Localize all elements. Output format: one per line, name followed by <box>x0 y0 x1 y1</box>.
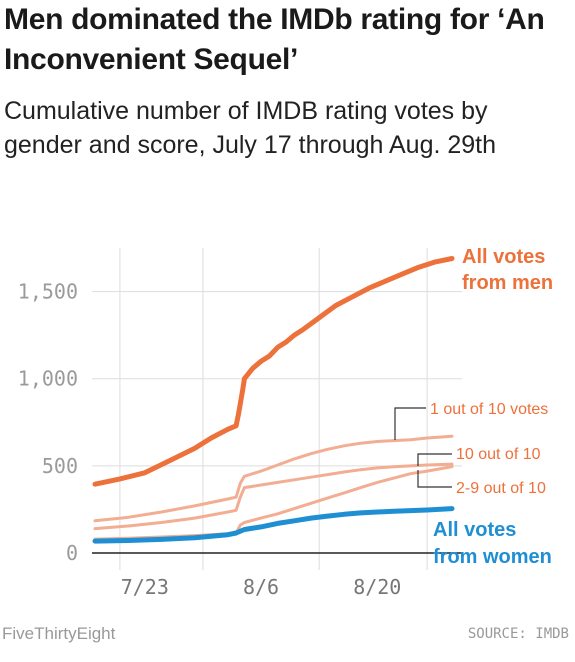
series-lines <box>92 256 455 544</box>
series-line-1-out-of-10-votes <box>93 434 454 523</box>
label-women-line2: from women <box>433 546 552 568</box>
brand-footer: FiveThirtyEight <box>2 624 116 643</box>
label-women-line1: All votes <box>433 519 516 541</box>
series-line-10-out-of-10 <box>93 462 454 531</box>
leader-10-of-10 <box>417 453 452 466</box>
label-1-of-10: 1 out of 10 votes <box>430 401 548 418</box>
x-tick-label: 8/20 <box>353 575 401 599</box>
axis-ticks: 0 500 1,000 1,500 7/23 8/6 8/20 <box>18 280 402 599</box>
leader-1-of-10 <box>394 407 426 440</box>
y-tick-label: 1,000 <box>18 367 78 391</box>
series-labels: All votes from men All votes from women 1 ou… <box>394 246 553 568</box>
x-tick-label: 8/6 <box>243 575 279 599</box>
y-tick-label: 500 <box>42 454 78 478</box>
label-men-line1: All votes <box>462 246 545 268</box>
label-2-9-of-10: 2-9 out of 10 <box>456 480 546 497</box>
x-tick-label: 7/23 <box>121 575 169 599</box>
series-line-all-votes-from-women <box>92 506 455 544</box>
y-tick-label: 1,500 <box>18 280 78 304</box>
chart-subtitle: Cumulative number of IMDB rating votes b… <box>4 97 497 159</box>
series-line-2-9-out-of-10 <box>93 465 454 541</box>
label-men-line2: from men <box>462 272 553 294</box>
label-10-of-10: 10 out of 10 <box>456 446 541 463</box>
leader-2-9-of-10 <box>417 470 452 488</box>
y-tick-label: 0 <box>66 541 78 565</box>
chart-title: Men dominated the IMDb rating for ‘An In… <box>4 3 545 76</box>
source-footer: SOURCE: IMDB <box>467 626 569 642</box>
series-line-all-votes-from-men <box>92 256 455 487</box>
